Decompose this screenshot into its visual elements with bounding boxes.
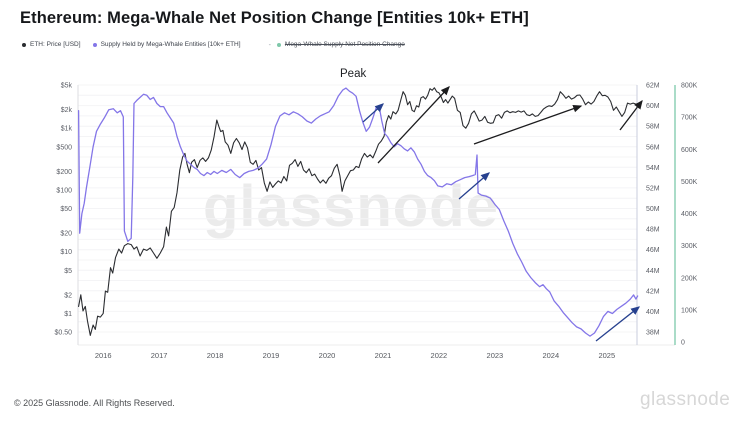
- netpos-tick-label: 100K: [681, 307, 698, 314]
- price-tick-label: $200: [56, 169, 72, 176]
- price-tick-label: $5k: [61, 83, 73, 90]
- legend-label-net-position: Mega-Whale Supply Net Position Change: [284, 41, 405, 48]
- netpos-tick-label: 400K: [681, 211, 698, 218]
- legend: ETH: Price [USD] Supply Held by Mega-Wha…: [22, 41, 405, 49]
- copyright-text: © 2025 Glassnode. All Rights Reserved.: [14, 398, 175, 408]
- supply-tick-label: 52M: [646, 185, 660, 192]
- price-tick-label: $20: [60, 231, 72, 238]
- supply-tick-label: 58M: [646, 124, 660, 131]
- supply-tick-label: 38M: [646, 330, 660, 337]
- glassnode-watermark: glassnode: [203, 174, 499, 239]
- legend-separator: -: [268, 41, 271, 49]
- supply-tick-label: 42M: [646, 288, 660, 295]
- legend-dot-netpos-icon: [276, 43, 281, 47]
- netpos-tick-label: 200K: [681, 275, 698, 282]
- price-tick-label: $10: [60, 249, 72, 256]
- supply-tick-label: 56M: [646, 144, 660, 151]
- year-tick-label: 2018: [207, 351, 224, 360]
- peak-annotation-label: Peak: [340, 68, 367, 80]
- supply-tick-label: 54M: [646, 165, 660, 172]
- supply-tick-label: 62M: [646, 83, 660, 90]
- supply-tick-label: 46M: [646, 247, 660, 254]
- trend-arrow-blue: [458, 172, 490, 200]
- netpos-tick-label: 700K: [681, 115, 698, 122]
- netpos-tick-label: 0: [681, 340, 685, 347]
- year-tick-label: 2023: [487, 351, 504, 360]
- trend-arrow-black: [377, 86, 450, 164]
- supply-tick-label: 48M: [646, 227, 660, 234]
- year-tick-label: 2019: [263, 351, 280, 360]
- trend-arrow-black: [619, 99, 643, 131]
- glassnode-logo: glassnode: [640, 389, 731, 410]
- netpos-tick-label: 800K: [681, 83, 698, 90]
- legend-item-net-position[interactable]: Mega-Whale Supply Net Position Change: [276, 41, 405, 49]
- price-tick-label: $50: [60, 206, 72, 213]
- year-tick-label: 2022: [431, 351, 448, 360]
- page-title: Ethereum: Mega-Whale Net Position Change…: [20, 9, 529, 27]
- price-tick-label: $500: [56, 144, 72, 151]
- legend-label-supply-held: Supply Held by Mega-Whale Entities [10k+…: [100, 41, 241, 48]
- netpos-tick-label: 500K: [681, 179, 698, 186]
- year-tick-label: 2024: [542, 351, 559, 360]
- trend-arrow-black: [473, 104, 583, 145]
- price-tick-label: $1: [64, 311, 72, 318]
- legend-item-eth-price[interactable]: ETH: Price [USD]: [22, 41, 81, 49]
- netpos-tick-label: 600K: [681, 147, 698, 154]
- supply-tick-label: 60M: [646, 103, 660, 110]
- supply-tick-label: 40M: [646, 309, 660, 316]
- legend-item-supply-held[interactable]: Supply Held by Mega-Whale Entities [10k+…: [92, 41, 241, 49]
- price-tick-label: $100: [56, 187, 72, 194]
- price-tick-label: $5: [64, 268, 72, 275]
- legend-dot-price-icon: [22, 43, 26, 47]
- supply-tick-label: 50M: [646, 206, 660, 213]
- price-tick-label: $0.50: [54, 330, 72, 337]
- legend-label-eth-price: ETH: Price [USD]: [30, 41, 81, 48]
- supply-series-line: [77, 87, 639, 337]
- supply-tick-label: 44M: [646, 268, 660, 275]
- price-tick-label: $2: [64, 292, 72, 299]
- year-tick-label: 2017: [151, 351, 168, 360]
- trend-arrow-blue: [595, 306, 641, 342]
- year-tick-label: 2016: [95, 351, 112, 360]
- legend-dot-supply-icon: [92, 43, 97, 47]
- price-series-line: [78, 87, 639, 336]
- price-tick-label: $1k: [61, 126, 73, 133]
- netpos-tick-label: 300K: [681, 243, 698, 250]
- price-tick-label: $2k: [61, 107, 73, 114]
- trend-arrow-blue: [362, 103, 384, 123]
- year-tick-label: 2020: [319, 351, 336, 360]
- year-tick-label: 2021: [375, 351, 392, 360]
- year-tick-label: 2025: [598, 351, 615, 360]
